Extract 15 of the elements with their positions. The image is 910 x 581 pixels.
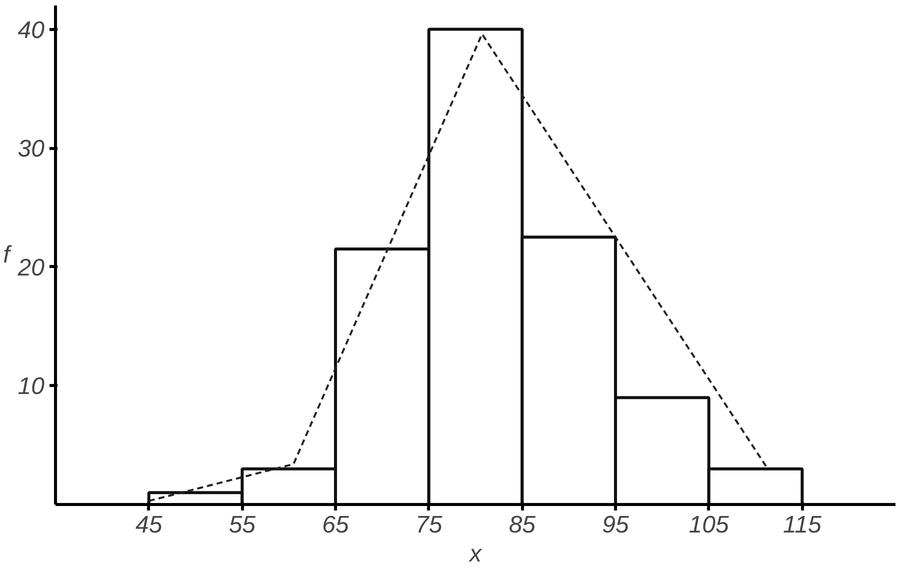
y-tick-label: 30 <box>18 136 46 163</box>
x-tick-label: 55 <box>228 512 256 538</box>
x-tick-label: 45 <box>135 512 163 538</box>
y-tick-label: 40 <box>18 16 46 44</box>
y-tick-label: 10 <box>18 373 46 400</box>
x-tick-label: 105 <box>688 512 730 538</box>
y-axis-title: f <box>3 242 12 268</box>
line-series <box>148 33 770 502</box>
x-axis-title: x <box>468 540 482 568</box>
x-tick-label: 85 <box>508 512 536 538</box>
y-tick-label: 20 <box>16 254 46 282</box>
x-tick-label: 115 <box>783 512 822 538</box>
x-tick-label: 75 <box>415 512 443 538</box>
x-tick-label: 65 <box>322 512 350 538</box>
x-tick-label: 95 <box>602 512 630 538</box>
